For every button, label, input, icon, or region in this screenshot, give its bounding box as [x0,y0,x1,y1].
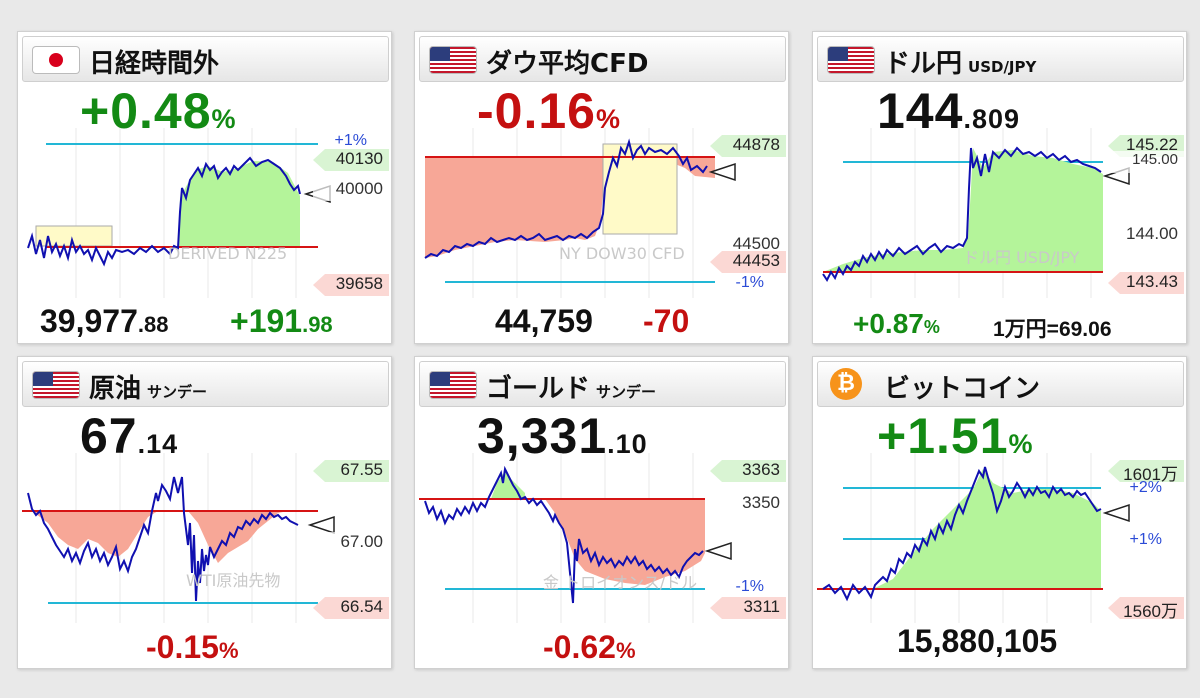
low-tag: 44453 [710,251,786,273]
us-flag-icon [430,372,476,398]
gold-card[interactable]: ゴールド サンデー 3,331.10 3363 3350 金 トロイオンス/ドル … [414,356,789,669]
watermark: NY DOW30 CFD [559,244,685,263]
change-percent: +1.51% [877,408,1034,464]
price-line [27,476,299,602]
high-tag: 40130 [313,149,389,171]
nikkei-chart [27,128,331,298]
card-header: 原油 サンデー [22,361,389,407]
change-percent: -0.16% [477,83,621,139]
current-price-marker-icon [708,162,736,182]
mid-top-tag: 145.00 [1108,151,1184,173]
plus2-label: +2% [1129,479,1162,496]
minus1-label: -1% [735,274,764,291]
card-title: ダウ平均CFD [486,49,649,79]
low-tag: 66.54 [313,597,389,619]
low-tag: 3311 [710,597,786,619]
price-change: -70 [643,303,690,339]
change-percent: -0.62% [543,629,636,665]
card-title: ドル円 USD/JPY [884,49,1037,79]
us-flag-icon [828,47,874,73]
area-fill [178,161,300,247]
low-tag: 143.43 [1108,272,1184,294]
area-fill [823,148,1103,272]
card-title: ゴールド サンデー [486,374,657,404]
price-line [424,465,704,604]
current-price-marker-icon [1102,503,1130,523]
current-price-marker-icon [307,515,335,535]
price-value: 3,331.10 [477,408,648,464]
us-flag-icon [430,47,476,73]
change-percent: -0.15% [146,629,239,665]
price-line [27,156,301,267]
yen-conversion: 1万円=69.06 [993,318,1112,341]
low-tag: 1560万 [1108,597,1184,619]
jp-flag-icon [33,47,79,73]
mid-tag: 67.00 [313,532,389,554]
high-tag: 1601万 [1108,460,1184,482]
current-price-marker-icon [704,541,732,561]
card-header: ドル円 USD/JPY [817,36,1184,82]
price-change: +191.98 [230,303,333,339]
usdjpy-chart [822,128,1130,298]
card-header: ₿ ビットコイン [817,361,1184,407]
mid-tag: 44500 [710,234,786,256]
area-fill [32,511,298,563]
watermark: WTI原油先物 [186,571,281,590]
mid-tag: 3350 [710,493,786,515]
bitcoin-card[interactable]: ₿ ビットコイン +1.51% 1601万 +2% +1% 1560万 15,8… [812,356,1187,669]
watermark: 金 トロイオンス/ドル [543,573,698,592]
price-value: 144.809 [877,83,1020,139]
area-fill-down [545,499,705,585]
minus1-label: -1% [735,578,764,595]
price-value: 67.14 [80,408,179,464]
watermark: DERIVED N225 [168,244,288,263]
card-header: ゴールド サンデー [419,361,786,407]
range-box [602,143,678,235]
card-header: 日経時間外 [22,36,389,82]
price-value: 44,759 [495,303,593,339]
high-tag: 67.55 [313,460,389,482]
crude-oil-card[interactable]: 原油 サンデー 67.14 67.55 67.00 WTI原油先物 66.54 -… [17,356,392,669]
card-title: 日経時間外 [89,49,220,79]
crude-oil-chart [22,453,335,623]
us-flag-icon [33,372,79,398]
plus1-label: +1% [1129,531,1162,548]
area-fill [425,148,715,258]
high-tag: 3363 [710,460,786,482]
bitcoin-icon: ₿ [830,368,862,400]
price-line [424,138,708,259]
change-percent: +0.48% [80,83,237,139]
usdjpy-card[interactable]: ドル円 USD/JPY 144.809 145.22 145.00 144.00 … [812,31,1187,344]
card-header: ダウ平均CFD [419,36,786,82]
watermark: ドル円 USD/JPY [963,248,1080,267]
price-value: 15,880,105 [897,623,1058,659]
card-title: 原油 サンデー [89,374,208,404]
dow-chart [424,128,736,298]
dow-card[interactable]: ダウ平均CFD -0.16% 44878 44500 NY DOW30 CFD … [414,31,789,344]
price-line [822,466,1102,602]
price-value: 39,977.88 [40,303,169,339]
mid-tag: 144.00 [1108,224,1184,246]
plus1-label: +1% [334,132,367,149]
price-line [822,146,1102,282]
mid-tag: 40000 [313,179,389,201]
nikkei-card[interactable]: 日経時間外 +0.48% 40130 +1% 40000 DERIVED N22… [17,31,392,344]
bitcoin-chart [817,453,1130,623]
low-tag: 39658 [313,274,389,296]
area-fill [873,469,1101,589]
change-percent: +0.87% [853,308,940,339]
card-title: ビットコイン [884,374,1041,404]
high-tag: 44878 [710,135,786,157]
gold-chart [419,453,732,623]
